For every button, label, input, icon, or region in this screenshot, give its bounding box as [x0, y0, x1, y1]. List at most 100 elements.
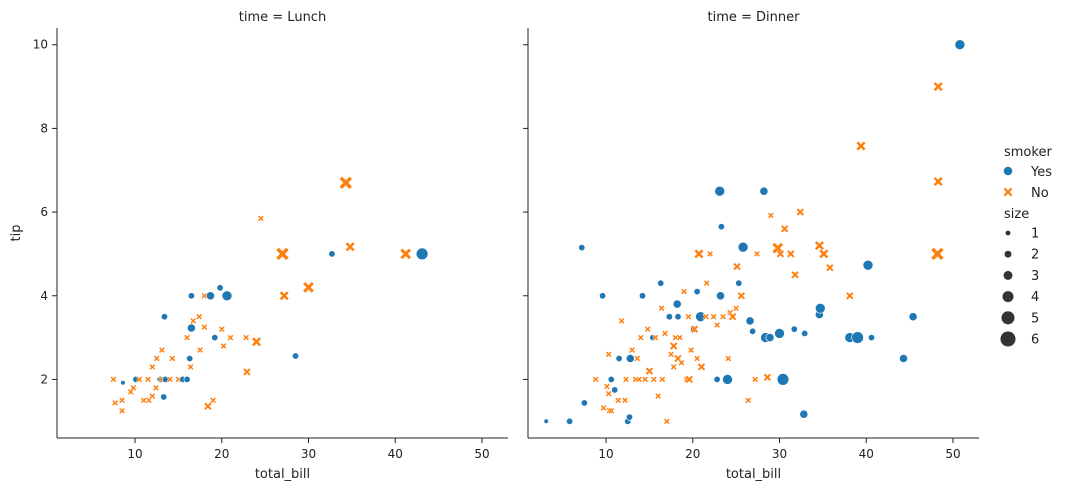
- point-smoker-no: [275, 247, 290, 261]
- point-smoker-no: [149, 363, 156, 371]
- legend-size-title: size: [1004, 207, 1029, 222]
- point-smoker-no: [220, 342, 227, 350]
- point-smoker-no: [706, 250, 714, 258]
- point-smoker-no: [663, 417, 671, 425]
- point-smoker-no: [650, 376, 658, 383]
- panel-title-lunch: time = Lunch: [239, 10, 326, 25]
- point-smoker-yes: [674, 313, 682, 321]
- point-smoker-no: [933, 176, 944, 187]
- point-smoker-no: [658, 304, 665, 312]
- point-smoker-yes: [186, 323, 196, 333]
- legend-size-label: 5: [1031, 311, 1039, 326]
- point-smoker-yes: [749, 327, 757, 335]
- point-smoker-no: [166, 376, 174, 383]
- point-smoker-yes: [737, 241, 749, 253]
- point-smoker-no: [158, 346, 166, 354]
- point-smoker-no: [796, 207, 805, 217]
- point-smoker-no: [183, 334, 191, 341]
- point-smoker-no: [592, 376, 599, 383]
- point-smoker-yes: [814, 302, 826, 314]
- x-tick-label: 20: [685, 447, 700, 461]
- legend-size-marker: [1000, 310, 1016, 325]
- point-smoker-no: [152, 384, 160, 392]
- point-smoker-no: [685, 313, 692, 321]
- point-smoker-no: [195, 313, 203, 321]
- point-smoker-yes: [657, 279, 665, 287]
- y-ticks-lunch: 2 4 6 8 10: [33, 38, 57, 386]
- x-tick-label: 40: [859, 447, 874, 461]
- point-smoker-no: [196, 346, 204, 354]
- legend-size-label: 2: [1031, 248, 1039, 263]
- point-smoker-no: [338, 175, 353, 190]
- point-smoker-no: [605, 390, 613, 398]
- y-tick-label: 6: [40, 205, 48, 219]
- point-smoker-yes: [867, 334, 875, 342]
- legend-size-marker: [1002, 290, 1014, 303]
- point-smoker-no: [279, 290, 290, 301]
- point-smoker-no: [659, 376, 666, 383]
- point-smoker-yes: [899, 354, 908, 363]
- y-ticks-dinner: [523, 44, 528, 380]
- point-smoker-yes: [693, 288, 701, 296]
- point-smoker-yes: [851, 331, 864, 344]
- point-smoker-no: [713, 321, 721, 329]
- point-smoker-yes: [801, 329, 809, 337]
- point-smoker-no: [751, 376, 759, 383]
- point-smoker-yes: [672, 299, 682, 309]
- point-smoker-yes: [695, 311, 706, 323]
- y-tick-label: 10: [33, 38, 48, 52]
- point-smoker-no: [661, 330, 669, 337]
- legend-size-marker: [1003, 270, 1013, 281]
- point-smoker-no: [930, 247, 945, 261]
- point-smoker-no: [251, 336, 262, 347]
- point-smoker-yes: [291, 352, 299, 360]
- point-smoker-no: [257, 215, 265, 222]
- point-smoker-no: [169, 355, 176, 362]
- x-tick-label: 10: [598, 447, 613, 461]
- point-smoker-yes: [543, 418, 549, 424]
- x-ticks-lunch: 10 20 30 40 50: [127, 438, 490, 461]
- point-smoker-no: [149, 392, 156, 400]
- point-smoker-no: [645, 366, 654, 376]
- point-smoker-no: [187, 363, 194, 371]
- point-smoker-no: [614, 396, 622, 404]
- point-smoker-yes: [908, 312, 918, 322]
- point-smoker-yes: [211, 334, 219, 342]
- point-smoker-no: [818, 248, 829, 260]
- point-smoker-no: [203, 401, 213, 411]
- point-smoker-no: [702, 313, 710, 321]
- point-smoker-no: [753, 250, 761, 258]
- point-smoker-no: [814, 240, 825, 251]
- point-smoker-yes: [954, 39, 966, 51]
- point-smoker-yes: [607, 375, 615, 383]
- point-smoker-no: [201, 323, 208, 331]
- point-smoker-no: [737, 291, 746, 301]
- panel-title-dinner: time = Dinner: [708, 10, 801, 25]
- point-smoker-no: [693, 355, 701, 362]
- point-smoker-no: [652, 334, 659, 341]
- point-smoker-no: [763, 373, 772, 382]
- y-axis-label: tip: [9, 225, 24, 242]
- point-smoker-yes: [578, 244, 586, 252]
- point-smoker-no: [189, 317, 197, 325]
- point-smoker-no: [242, 334, 250, 341]
- point-smoker-yes: [716, 291, 725, 301]
- point-smoker-no: [144, 376, 152, 383]
- legend-no-label: No: [1031, 186, 1049, 201]
- point-smoker-no: [825, 263, 835, 272]
- x-axis-label-dinner: total_bill: [726, 467, 781, 482]
- point-smoker-yes: [580, 399, 588, 407]
- point-smoker-yes: [216, 284, 224, 292]
- point-smoker-no: [618, 317, 626, 325]
- point-smoker-no: [669, 341, 678, 351]
- point-smoker-no: [600, 404, 607, 412]
- point-smoker-no: [607, 407, 615, 415]
- point-smoker-no: [710, 313, 717, 321]
- point-smoker-yes: [717, 223, 725, 231]
- legend-size-marker: [1004, 250, 1012, 259]
- point-smoker-no: [605, 350, 613, 358]
- point-smoker-yes: [625, 354, 635, 363]
- legend-hue-title: smoker: [1004, 145, 1052, 160]
- x-tick-label: 40: [388, 447, 403, 461]
